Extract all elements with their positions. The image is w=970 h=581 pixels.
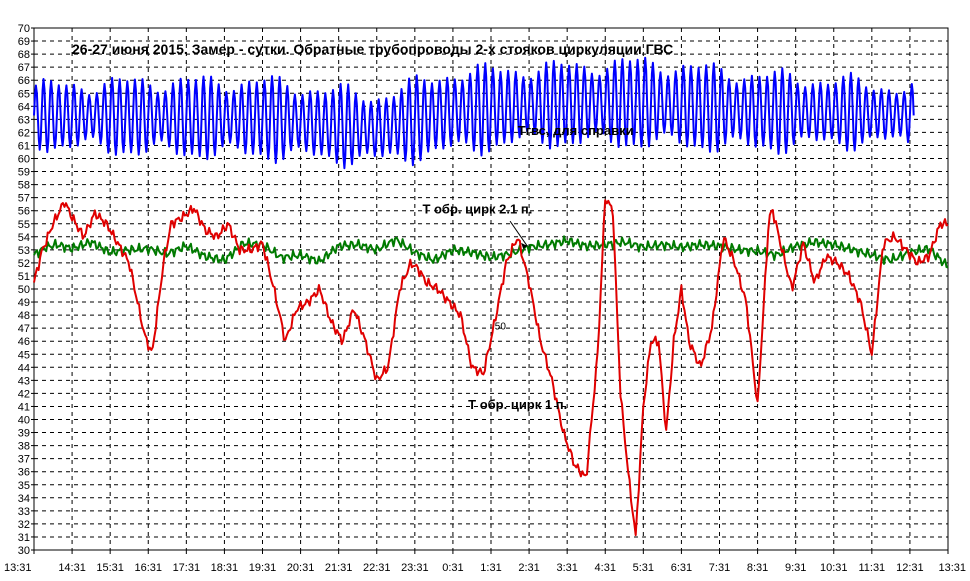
x-tick-label: 13:31 <box>4 562 32 574</box>
x-tick-label: 12:31 <box>896 562 924 574</box>
y-tick-label: 54 <box>18 232 30 244</box>
y-tick-label: 60 <box>18 154 30 166</box>
y-tick-label: 59 <box>18 167 30 179</box>
x-tick-label: 2:31 <box>518 562 539 574</box>
y-tick-label: 31 <box>18 532 30 544</box>
x-tick-label: 18:31 <box>211 562 239 574</box>
y-tick-label: 47 <box>18 323 30 335</box>
y-tick-label: 53 <box>18 245 30 257</box>
series-line-Tgvs <box>33 56 915 170</box>
x-tick-label: 23:31 <box>401 562 429 574</box>
x-tick-label: 17:31 <box>173 562 201 574</box>
x-tick-label: 7:31 <box>709 562 730 574</box>
y-tick-label: 67 <box>18 62 30 74</box>
y-tick-label: 30 <box>18 545 30 557</box>
x-tick-label: 1:31 <box>480 562 501 574</box>
annotation-label: 50 <box>495 321 507 332</box>
y-tick-label: 58 <box>18 180 30 192</box>
y-tick-label: 63 <box>18 114 30 126</box>
y-tick-label: 61 <box>18 140 30 152</box>
y-tick-label: 36 <box>18 467 30 479</box>
x-tick-label: 4:31 <box>595 562 616 574</box>
y-tick-label: 70 <box>18 23 30 35</box>
y-tick-label: 42 <box>18 388 30 400</box>
y-tick-label: 57 <box>18 193 30 205</box>
y-tick-label: 68 <box>18 49 30 61</box>
y-tick-label: 39 <box>18 428 30 440</box>
y-tick-label: 65 <box>18 88 30 100</box>
y-tick-label: 37 <box>18 454 30 466</box>
y-tick-label: 62 <box>18 127 30 139</box>
x-tick-label: 13:31 <box>938 562 966 574</box>
series-group <box>33 56 949 537</box>
y-tick-label: 48 <box>18 310 30 322</box>
y-tick-label: 33 <box>18 506 30 518</box>
x-tick-label: 6:31 <box>671 562 692 574</box>
x-tick-label: 0:31 <box>442 562 463 574</box>
y-tick-label: 35 <box>18 480 30 492</box>
x-tick-label: 21:31 <box>325 562 353 574</box>
y-tick-label: 45 <box>18 349 30 361</box>
x-tick-label: 11:31 <box>858 562 885 574</box>
y-tick-label: 38 <box>18 441 30 453</box>
y-tick-label: 41 <box>18 401 30 413</box>
y-tick-label: 40 <box>18 415 30 427</box>
annotation-label: Tгвс, для справки <box>518 123 634 138</box>
y-tick-label: 51 <box>18 271 30 283</box>
series-line-T1 <box>33 199 949 537</box>
y-tick-label: 50 <box>18 284 30 296</box>
gridlines <box>33 27 949 551</box>
y-tick-label: 66 <box>18 75 30 87</box>
x-tick-label: 9:31 <box>785 562 806 574</box>
x-tick-label: 22:31 <box>363 562 391 574</box>
series-line-T2 <box>33 235 949 269</box>
chart-title: 26-27 июня 2015. Замер - сутки. Обратные… <box>72 41 673 57</box>
y-tick-label: 32 <box>18 519 30 531</box>
x-tick-label: 19:31 <box>249 562 277 574</box>
y-tick-label: 44 <box>18 362 30 374</box>
x-tick-label: 8:31 <box>747 562 768 574</box>
x-tick-label: 14:31 <box>58 562 86 574</box>
x-tick-label: 15:31 <box>96 562 124 574</box>
y-tick-label: 49 <box>18 297 30 309</box>
x-tick-label: 10:31 <box>820 562 848 574</box>
annotation-arrow <box>509 220 528 247</box>
y-tick-label: 34 <box>18 493 30 505</box>
y-tick-label: 69 <box>18 36 30 48</box>
annotation-label: T обр. цирк 1 п. <box>468 397 567 412</box>
y-tick-label: 43 <box>18 375 30 387</box>
annotations-group: Tгвс, для справки T обр. цирк 2.1 п. T обр… <box>422 123 633 412</box>
x-tick-label: 3:31 <box>556 562 577 574</box>
y-tick-label: 52 <box>18 258 30 270</box>
x-tick-label: 16:31 <box>134 562 162 574</box>
y-tick-label: 46 <box>18 336 30 348</box>
x-tick-label: 20:31 <box>287 562 315 574</box>
x-tick-label: 5:31 <box>633 562 654 574</box>
annotation-label: T обр. цирк 2.1 п. <box>422 201 532 216</box>
annotation-arrowhead <box>521 242 528 249</box>
x-axis-ticks: 13:31 14:31 15:31 16:31 17:31 18:31 19:31 20:31… <box>4 550 966 574</box>
y-tick-label: 64 <box>18 101 30 113</box>
y-tick-label: 56 <box>18 206 30 218</box>
y-tick-label: 55 <box>18 219 30 231</box>
